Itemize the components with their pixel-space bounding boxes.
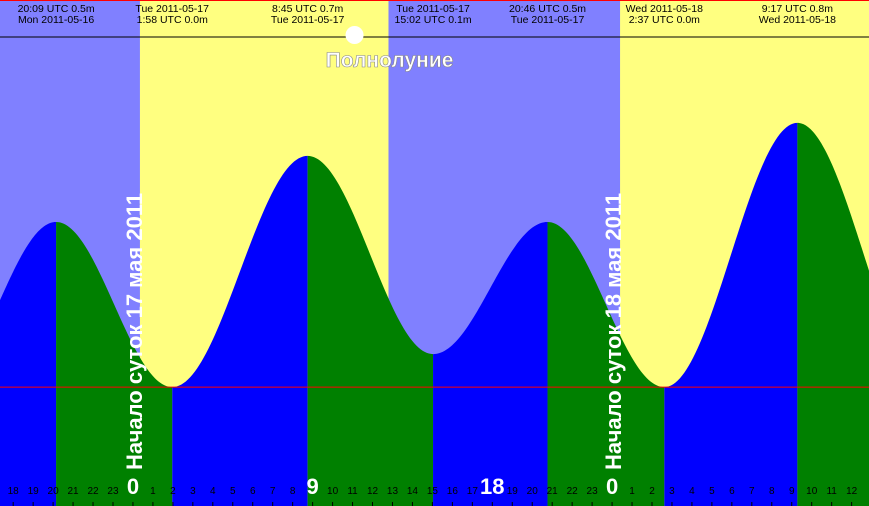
extreme-label: Tue 2011-05-17 bbox=[396, 3, 470, 15]
x-tick-label: 19 bbox=[507, 486, 519, 497]
x-tick-label-major: 9 bbox=[306, 474, 318, 499]
x-tick-label: 16 bbox=[447, 486, 459, 497]
rising-tide bbox=[0, 221, 57, 506]
x-tick-label-major: 0 bbox=[606, 474, 618, 499]
x-tick-label-major: 18 bbox=[480, 474, 504, 499]
x-tick-label: 6 bbox=[729, 486, 735, 497]
extreme-height: 0.1m bbox=[448, 14, 472, 26]
rising-tide bbox=[664, 122, 798, 506]
extreme-time: 20:09 UTC bbox=[18, 3, 69, 15]
x-tick-label: 19 bbox=[28, 486, 40, 497]
day-start-label: Начало суток 18 мая 2011 bbox=[601, 193, 626, 470]
extreme-label: 20:09 UTC 0.5m bbox=[18, 3, 95, 15]
extreme-label: Tue 2011-05-17 bbox=[511, 14, 585, 26]
x-tick-label: 11 bbox=[826, 486, 837, 497]
extreme-height: 0.7m bbox=[320, 3, 344, 15]
extreme-label: Tue 2011-05-17 bbox=[271, 14, 345, 26]
x-tick-label: 4 bbox=[689, 486, 695, 497]
extreme-date: Tue 2011-05-17 bbox=[396, 3, 470, 15]
extreme-time: 1:58 UTC bbox=[137, 14, 182, 26]
x-tick-label: 6 bbox=[250, 486, 256, 497]
x-tick-label: 3 bbox=[669, 486, 675, 497]
extreme-time: 2:37 UTC bbox=[629, 14, 674, 26]
rising-tide bbox=[172, 155, 308, 506]
x-tick-label: 20 bbox=[48, 486, 60, 497]
extreme-time: 9:17 UTC bbox=[762, 3, 807, 15]
x-tick-label: 21 bbox=[547, 486, 559, 497]
x-tick-label: 11 bbox=[347, 486, 358, 497]
extreme-label: 20:46 UTC 0.5m bbox=[509, 3, 586, 15]
extreme-label: 9:17 UTC 0.8m bbox=[762, 3, 833, 15]
extreme-label: 2:37 UTC 0.0m bbox=[629, 14, 700, 26]
x-tick-label: 17 bbox=[467, 486, 479, 497]
extreme-label: Wed 2011-05-18 bbox=[759, 14, 836, 26]
x-tick-label: 8 bbox=[769, 486, 775, 497]
x-tick-label: 20 bbox=[527, 486, 539, 497]
x-tick-label: 4 bbox=[210, 486, 216, 497]
extreme-height: 0.5m bbox=[563, 3, 587, 15]
x-tick-label-major: 0 bbox=[127, 474, 139, 499]
extreme-height: 0.0m bbox=[677, 14, 701, 26]
extreme-label: Mon 2011-05-16 bbox=[18, 14, 94, 26]
falling-tide bbox=[307, 155, 434, 506]
falling-tide bbox=[547, 221, 665, 506]
x-tick-label: 23 bbox=[107, 486, 119, 497]
extreme-date: Wed 2011-05-18 bbox=[626, 3, 703, 15]
x-tick-label: 22 bbox=[567, 486, 579, 497]
x-tick-label: 13 bbox=[387, 486, 399, 497]
extreme-time: 20:46 UTC bbox=[509, 3, 560, 15]
x-tick-label: 15 bbox=[427, 486, 439, 497]
moon-phase bbox=[345, 26, 364, 44]
extreme-label: Tue 2011-05-17 bbox=[135, 3, 209, 15]
extreme-time: 8:45 UTC bbox=[272, 3, 317, 15]
extreme-height: 0.5m bbox=[71, 3, 95, 15]
x-tick-label: 5 bbox=[230, 486, 236, 497]
x-tick-label: 21 bbox=[68, 486, 80, 497]
extreme-label: Wed 2011-05-18 bbox=[626, 3, 703, 15]
x-tick-label: 7 bbox=[270, 486, 276, 497]
x-tick-label: 1 bbox=[150, 486, 156, 497]
x-tick-label: 2 bbox=[170, 486, 176, 497]
extreme-label: 8:45 UTC 0.7m bbox=[272, 3, 343, 15]
x-tick-label: 1 bbox=[629, 486, 635, 497]
moon-label: Полнолуние bbox=[326, 49, 454, 72]
x-tick-label: 12 bbox=[846, 486, 858, 497]
x-tick-label: 9 bbox=[789, 486, 795, 497]
extreme-height: 0.8m bbox=[810, 3, 834, 15]
x-tick-label: 18 bbox=[8, 486, 20, 497]
extreme-date: Tue 2011-05-17 bbox=[511, 14, 585, 26]
extreme-label: 1:58 UTC 0.0m bbox=[137, 14, 208, 26]
x-tick-label: 22 bbox=[87, 486, 99, 497]
rising-tide bbox=[433, 221, 548, 506]
x-tick-label: 5 bbox=[709, 486, 715, 497]
extreme-height: 0.0m bbox=[184, 14, 208, 26]
x-tick-label: 23 bbox=[587, 486, 599, 497]
falling-tide bbox=[797, 122, 869, 506]
extreme-label: 15:02 UTC 0.1m bbox=[395, 14, 472, 26]
extreme-date: Wed 2011-05-18 bbox=[759, 14, 836, 26]
extreme-date: Mon 2011-05-16 bbox=[18, 14, 94, 26]
x-tick-label: 12 bbox=[367, 486, 379, 497]
x-tick-label: 8 bbox=[290, 486, 296, 497]
x-tick-label: 10 bbox=[327, 486, 339, 497]
day-start-label: Начало суток 17 мая 2011 bbox=[122, 193, 147, 470]
x-tick-label: 10 bbox=[806, 486, 818, 497]
extreme-date: Tue 2011-05-17 bbox=[271, 14, 345, 26]
x-tick-label: 7 bbox=[749, 486, 755, 497]
extreme-date: Tue 2011-05-17 bbox=[135, 3, 209, 15]
falling-tide bbox=[56, 221, 173, 506]
x-tick-label: 14 bbox=[407, 486, 419, 497]
x-tick-label: 3 bbox=[190, 486, 196, 497]
x-tick-label: 2 bbox=[649, 486, 655, 497]
extreme-time: 15:02 UTC bbox=[395, 14, 446, 26]
